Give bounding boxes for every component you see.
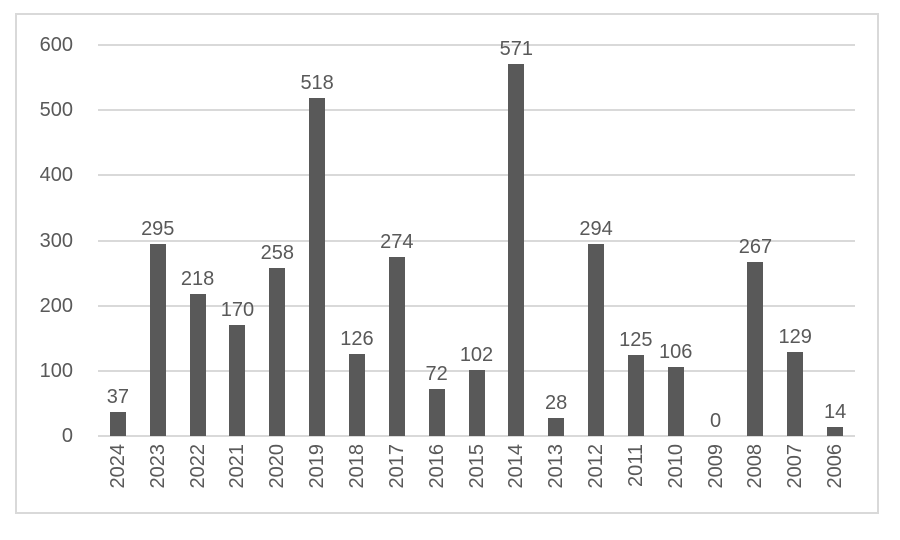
bar-value-label: 258 [260, 241, 294, 264]
x-tick-label: 2024 [106, 444, 129, 489]
bar-2024 [109, 411, 126, 436]
x-tick-label: 2010 [664, 444, 687, 489]
x-tick-label: 2019 [306, 444, 329, 489]
plot-area: 0 100 200 300 400 500 600 37 2024 295 2023 218 2022 1… [40, 34, 855, 489]
x-tick-label: 2013 [545, 444, 568, 489]
gridline [98, 174, 855, 177]
x-tick-label: 2017 [385, 444, 408, 489]
gridline [98, 304, 855, 307]
y-tick-label: 0 [61, 425, 73, 447]
bar-2023 [149, 243, 166, 436]
bar-2016 [428, 389, 445, 436]
bar-value-label: 106 [659, 340, 693, 363]
bar-value-label: 102 [459, 343, 494, 366]
bar-value-label: 218 [180, 267, 215, 290]
gridline [98, 44, 855, 46]
x-tick-label: 2018 [345, 444, 368, 489]
chart-frame: 0 100 200 300 400 500 600 37 2024 295 2023 218 2022 1… [15, 13, 879, 514]
x-tick-label: 2014 [505, 444, 528, 489]
bar-value-label: 37 [106, 385, 130, 408]
y-tick-label: 400 [39, 164, 73, 187]
x-tick-label: 2023 [146, 444, 169, 489]
bar-2014 [508, 63, 525, 436]
bar-value-label: 267 [738, 236, 773, 259]
x-tick-label: 2006 [824, 444, 847, 489]
x-tick-label: 2020 [266, 444, 289, 489]
bar-value-label: 126 [340, 327, 374, 350]
bar-value-label: 0 [709, 410, 722, 432]
bar-value-label: 170 [220, 299, 255, 322]
x-tick-label: 2021 [226, 444, 249, 489]
y-tick-label: 100 [39, 359, 73, 382]
y-tick-label: 200 [39, 294, 73, 317]
bar-2021 [229, 325, 246, 436]
bar-value-label: 274 [380, 231, 414, 254]
x-tick-label: 2022 [186, 444, 209, 489]
bar-2015 [468, 369, 485, 436]
gridline [98, 435, 855, 437]
bar-value-label: 125 [619, 328, 653, 351]
bar-value-label: 294 [579, 218, 613, 241]
x-tick-label: 2015 [465, 444, 488, 489]
bar-value-label: 129 [778, 325, 812, 348]
bar-value-label: 295 [141, 217, 175, 240]
bar-2012 [588, 244, 605, 436]
bar-2019 [309, 98, 326, 436]
bar-2007 [787, 351, 804, 436]
bar-2018 [348, 353, 365, 436]
x-tick-label: 2008 [744, 444, 767, 489]
x-tick-label: 2012 [585, 444, 608, 489]
x-tick-label: 2007 [784, 444, 807, 489]
x-tick-label: 2016 [425, 444, 448, 489]
bar-2013 [548, 417, 565, 436]
bar-2022 [189, 293, 206, 436]
y-tick-label: 600 [39, 34, 73, 56]
bar-2017 [388, 257, 405, 436]
bar-value-label: 72 [425, 363, 448, 386]
gridline [98, 109, 855, 112]
bar-value-label: 571 [499, 37, 534, 60]
gridline [98, 239, 855, 242]
y-tick-label: 300 [39, 229, 73, 252]
bar-value-label: 28 [545, 391, 568, 414]
bar-value-label: 14 [823, 400, 847, 423]
bar-2008 [747, 262, 764, 436]
bar-2010 [667, 366, 684, 436]
y-tick-label: 500 [39, 99, 73, 122]
x-tick-label: 2011 [624, 444, 647, 488]
bar-2011 [627, 354, 644, 436]
bar-value-label: 518 [300, 72, 334, 95]
bar-2006 [827, 426, 844, 436]
bar-2020 [269, 267, 286, 436]
x-tick-label: 2009 [704, 444, 727, 489]
